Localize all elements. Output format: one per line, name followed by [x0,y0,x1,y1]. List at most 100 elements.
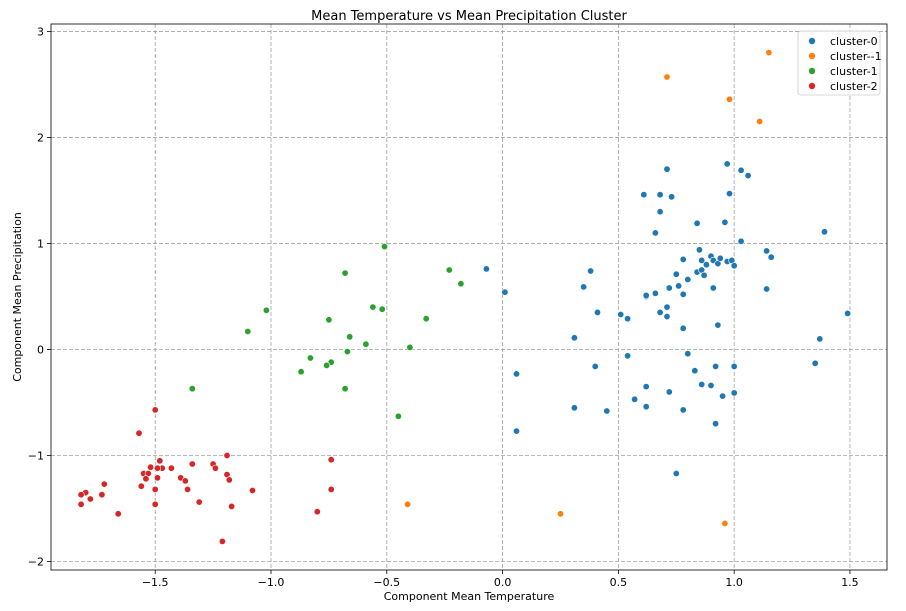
data-point-cluster-1 [445,266,453,274]
data-point-cluster-2 [327,456,335,464]
data-point-cluster--1 [756,118,764,126]
data-point-cluster-2 [181,477,189,485]
data-point-cluster-1 [188,385,196,393]
data-point-cluster--1 [404,500,412,508]
data-point-cluster-0 [702,261,710,269]
data-point-cluster-0 [663,303,671,311]
data-point-cluster-0 [693,219,701,227]
data-point-cluster-1 [297,368,305,376]
data-point-cluster-2 [77,500,85,508]
data-point-cluster-2 [154,464,162,472]
data-point-cluster-0 [763,285,771,293]
x-tick-label: 0.5 [610,576,628,589]
data-point-cluster-0 [811,359,819,367]
data-point-cluster-1 [394,412,402,420]
data-point-cluster-2 [147,463,155,471]
data-point-cluster-0 [617,310,625,318]
data-point-cluster-0 [482,265,490,273]
data-point-cluster-0 [593,308,601,316]
legend-marker [808,52,816,60]
data-point-cluster-0 [725,190,733,198]
data-point-cluster-0 [651,289,659,297]
data-point-cluster-2 [86,495,94,503]
data-point-cluster-2 [225,476,233,484]
data-point-cluster-0 [816,335,824,343]
legend-box [797,30,881,96]
data-point-cluster-0 [698,380,706,388]
data-point-cluster-1 [341,385,349,393]
data-point-cluster-0 [716,254,724,262]
legend-marker [808,37,816,45]
data-point-cluster--1 [725,95,733,103]
data-point-cluster-0 [624,352,632,360]
data-point-cluster-2 [77,491,85,499]
data-point-cluster-0 [663,165,671,173]
data-point-cluster-0 [570,404,578,412]
data-point-cluster-0 [663,313,671,321]
y-axis-label: Component Mean Precipitation [11,212,24,382]
plot-area-frame [50,23,888,571]
grid [51,24,887,570]
x-tick-label: 1.5 [841,576,859,589]
data-point-cluster-2 [154,474,162,482]
data-point-cluster--1 [556,510,564,518]
data-point-cluster-2 [151,406,159,414]
x-tick-label: −1.5 [142,576,169,589]
data-point-cluster-0 [723,160,731,168]
y-tick-label: −1 [28,449,44,462]
data-point-cluster-0 [820,228,828,236]
data-point-cluster-0 [631,395,639,403]
data-point-cluster-0 [719,392,727,400]
data-point-cluster-0 [730,389,738,397]
data-point-cluster-0 [730,362,738,370]
data-point-cluster-2 [223,451,231,459]
data-point-cluster-2 [184,485,192,493]
data-point-cluster-0 [737,237,745,245]
data-point-cluster-1 [346,333,354,341]
data-point-cluster-2 [151,485,159,493]
data-point-cluster-0 [665,284,673,292]
data-point-cluster-0 [700,271,708,279]
y-tick-label: 2 [37,131,44,144]
x-tick-label: −0.5 [373,576,400,589]
data-point-cluster--1 [765,49,773,57]
data-point-cluster-0 [684,350,692,358]
data-point-cluster-0 [712,362,720,370]
data-point-cluster-0 [695,246,703,254]
axis-ticks: −1.5 −1.0 −0.5 0.0 0.5 1.0 1.5 −2 −1 0 1 2 3 [28,25,859,589]
data-point-cluster-1 [362,340,370,348]
data-point-cluster-1 [422,315,430,323]
legend-marker [808,67,816,75]
data-point-cluster-0 [737,166,745,174]
data-point-cluster-2 [142,475,150,483]
y-tick-label: 0 [37,343,44,356]
data-point-cluster-1 [244,327,252,335]
x-tick-label: 0.0 [494,576,512,589]
data-point-cluster-0 [642,403,650,411]
data-point-cluster-0 [501,288,509,296]
data-point-cluster-2 [211,464,219,472]
data-point-cluster-2 [228,502,236,510]
data-point-cluster-0 [744,172,752,180]
data-point-cluster-2 [327,485,335,493]
data-point-cluster-0 [591,362,599,370]
data-point-cluster-2 [188,460,196,468]
y-tick-label: 1 [37,237,44,250]
data-point-cluster-2 [114,510,122,518]
data-point-cluster-0 [709,284,717,292]
data-point-cluster-0 [672,270,680,278]
data-point-cluster-0 [730,262,738,270]
data-point-cluster-2 [151,500,159,508]
data-point-cluster-0 [714,321,722,329]
data-point-cluster-1 [262,306,270,314]
data-point-cluster-2 [100,480,108,488]
data-point-cluster-0 [679,255,687,263]
x-axis-label: Component Mean Temperature [384,590,555,603]
data-point-cluster-2 [249,486,257,494]
data-point-cluster-0 [642,291,650,299]
data-point-cluster-0 [672,469,680,477]
legend-label: cluster-1 [830,65,878,78]
data-point-cluster-1 [369,303,377,311]
